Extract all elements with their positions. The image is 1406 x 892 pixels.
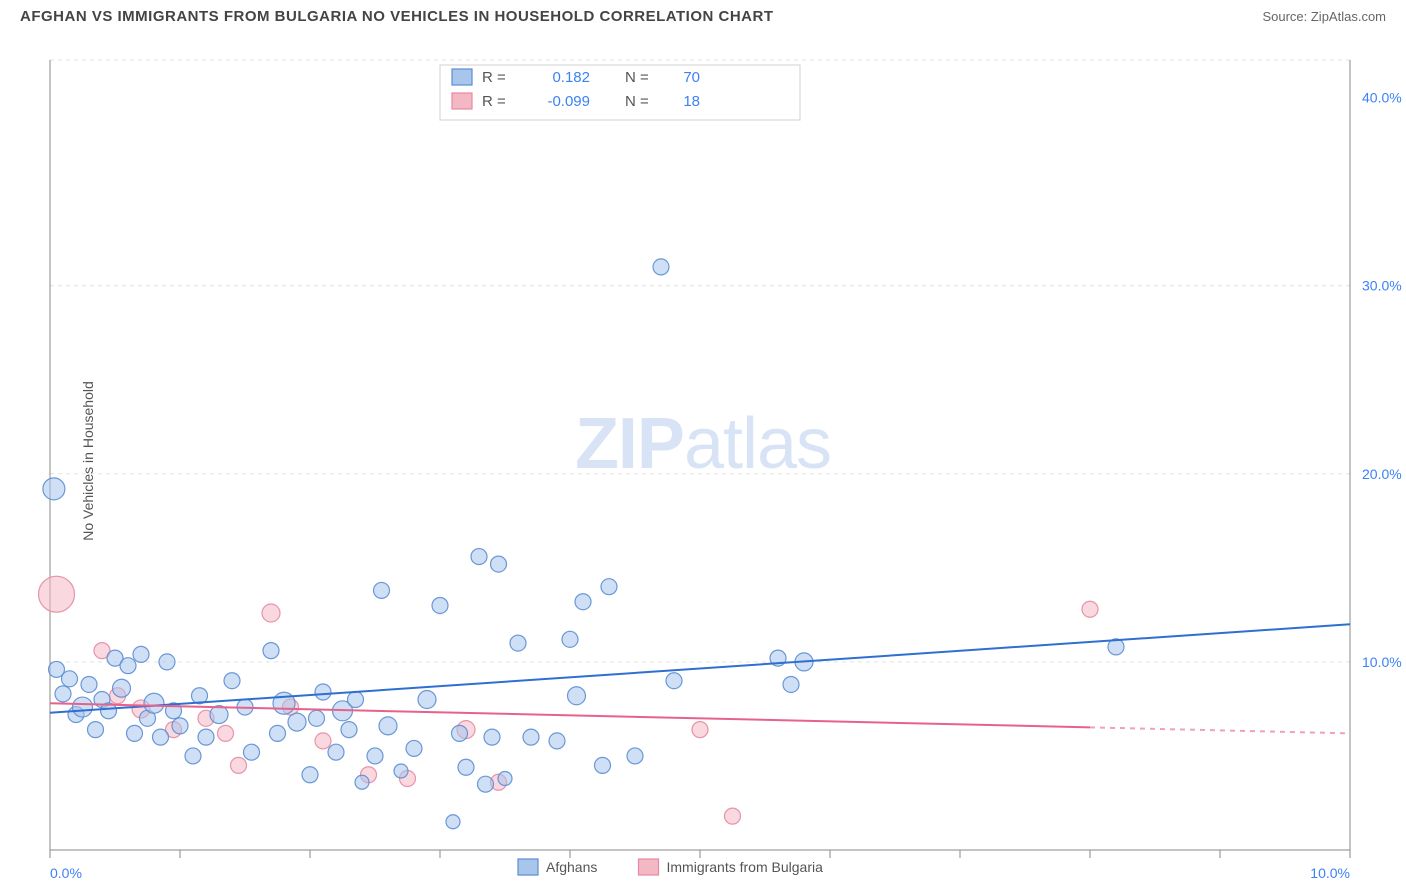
svg-text:10.0%: 10.0%	[1362, 654, 1402, 670]
svg-text:Afghans: Afghans	[546, 859, 597, 875]
svg-text:0.0%: 0.0%	[50, 865, 82, 881]
chart-title: AFGHAN VS IMMIGRANTS FROM BULGARIA NO VE…	[20, 8, 774, 25]
svg-text:N =: N =	[625, 93, 649, 110]
svg-text:20.0%: 20.0%	[1362, 466, 1402, 482]
chart-source: Source: ZipAtlas.com	[1262, 9, 1386, 24]
svg-text:30.0%: 30.0%	[1362, 278, 1402, 294]
y-axis-label: No Vehicles in Household	[80, 381, 96, 541]
svg-text:70: 70	[683, 69, 700, 86]
svg-text:-0.099: -0.099	[547, 93, 590, 110]
svg-text:10.0%: 10.0%	[1310, 865, 1350, 881]
chart-container: No Vehicles in Household 10.0% 20.0% 30.0%…	[0, 30, 1406, 892]
svg-text:N =: N =	[625, 69, 649, 86]
svg-text:R =: R =	[482, 69, 506, 86]
svg-text:18: 18	[683, 93, 700, 110]
svg-text:Immigrants from Bulgaria: Immigrants from Bulgaria	[667, 859, 824, 875]
scatter-chart: 10.0% 20.0% 30.0% 40.0% 0.0% 10.0% R = 0.182 N =…	[0, 30, 1406, 892]
svg-text:40.0%: 40.0%	[1362, 90, 1402, 106]
svg-text:0.182: 0.182	[552, 69, 590, 86]
svg-text:R =: R =	[482, 93, 506, 110]
